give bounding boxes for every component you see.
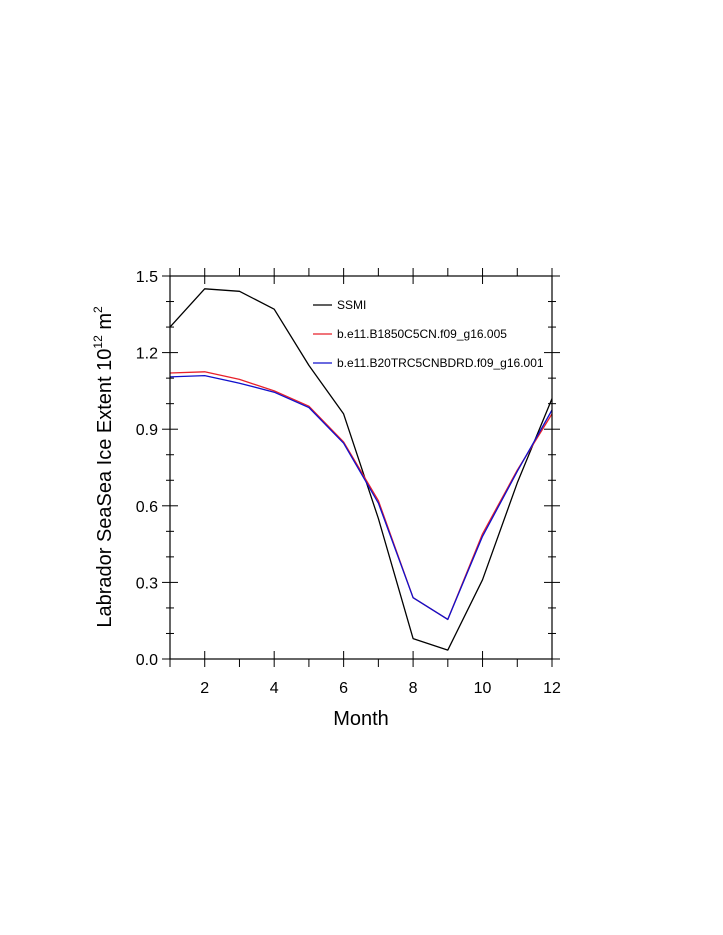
legend-label: b.e11.B20TRC5CNBDRD.f09_g16.001 [337,356,544,370]
legend-label: SSMI [337,298,366,312]
tick-labels: 2 4 6 8 10 12 0.0 0.3 0.6 0.9 1.2 1.5 [136,269,561,697]
x-axis-title: Month [333,708,389,730]
x-tick-label: 4 [270,680,279,697]
y-tick-label: 1.5 [136,269,158,286]
x-tick-label: 8 [409,680,418,697]
x-tick-label: 6 [339,680,348,697]
y-tick-label: 0.9 [136,422,158,439]
plot-frame [169,275,553,660]
legend: SSMI b.e11.B1850C5CN.f09_g16.005 b.e11.B20… [313,298,544,370]
y-tick-label: 0.0 [136,652,158,669]
series-line-0 [169,288,553,651]
series-lines [169,288,553,651]
x-tick-label: 12 [543,680,561,697]
x-tick-label: 2 [200,680,209,697]
y-tick-label: 1.2 [136,346,158,363]
y-axis-title-exp2: 2 [91,306,105,313]
legend-label: b.e11.B1850C5CN.f09_g16.005 [337,327,507,341]
series-line-1 [169,371,553,621]
y-tick-label: 0.6 [136,499,158,516]
x-tick-label: 10 [474,680,492,697]
y-tick-label: 0.3 [136,575,158,592]
y-axis-title-unit: m [94,313,116,335]
y-axis-title-exp1: 12 [91,335,105,349]
y-axis-title-main: Labrador SeaSea Ice Extent 10 [94,349,116,628]
series-line-2 [169,374,553,621]
y-axis-title: Labrador SeaSea Ice Extent 1012 m2 [91,306,116,628]
